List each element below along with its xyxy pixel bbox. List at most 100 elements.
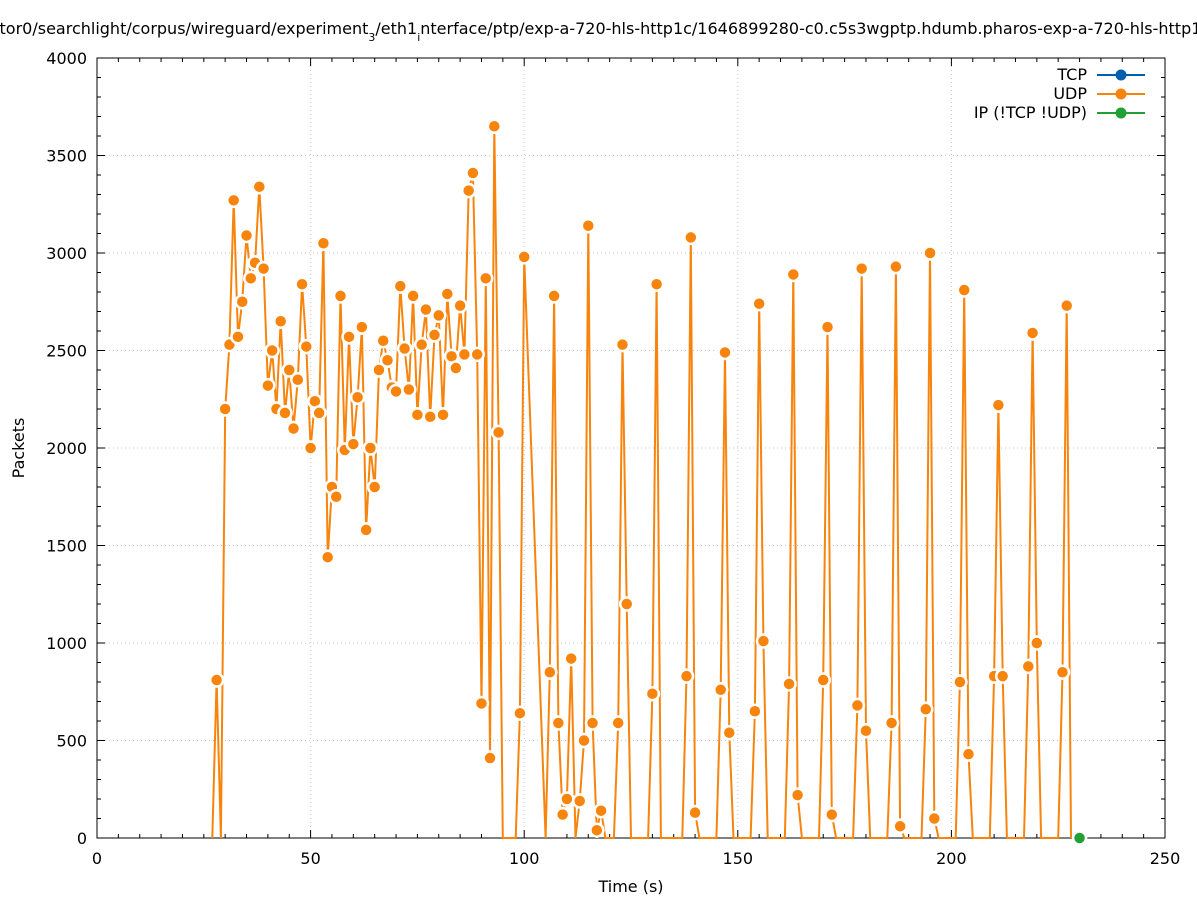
data-point: [277, 405, 293, 421]
y-tick-label: 2000: [46, 439, 87, 458]
data-point: [281, 362, 297, 378]
data-point: [819, 319, 836, 335]
data-point: [678, 668, 695, 684]
data-point: [482, 750, 498, 766]
data-point: [448, 360, 464, 376]
data-point: [392, 278, 409, 294]
data-point: [302, 440, 319, 456]
data-point: [225, 192, 242, 209]
data-point: [614, 336, 631, 353]
data-point: [315, 235, 332, 251]
data-point: [554, 806, 571, 823]
x-tick-label: 250: [1150, 849, 1181, 868]
x-tick-label: 200: [936, 849, 967, 868]
data-point: [888, 258, 904, 275]
y-axis-title: Packets: [9, 418, 28, 479]
x-tick-label: 100: [509, 849, 540, 868]
data-point: [371, 362, 387, 378]
data-point: [717, 344, 733, 361]
data-point: [401, 381, 417, 398]
data-point: [486, 118, 503, 134]
data-point: [388, 383, 404, 400]
legend-label: UDP: [1053, 84, 1087, 103]
data-point: [255, 260, 272, 277]
data-point: [290, 372, 306, 388]
data-point: [815, 672, 831, 688]
data-point: [473, 695, 490, 712]
y-tick-label: 3000: [46, 244, 87, 263]
data-point: [332, 288, 349, 304]
data-point: [379, 352, 396, 368]
data-point: [272, 313, 289, 329]
legend-swatch-marker: [1115, 69, 1127, 81]
data-point: [952, 674, 968, 690]
data-point: [238, 227, 255, 244]
data-point: [354, 319, 370, 335]
data-point: [712, 682, 729, 698]
data-point: [576, 732, 592, 749]
data-point: [426, 327, 443, 343]
data-point: [311, 405, 327, 421]
data-point: [217, 401, 233, 417]
data-point: [687, 804, 703, 821]
data-point: [208, 672, 225, 688]
data-point: [234, 294, 250, 310]
data-point: [418, 301, 434, 318]
data-point: [298, 338, 315, 355]
y-tick-label: 3500: [46, 147, 87, 166]
data-point: [431, 307, 447, 324]
data-point: [721, 724, 738, 741]
data-point: [405, 288, 421, 304]
y-tick-label: 4000: [46, 49, 87, 68]
data-point: [542, 664, 558, 680]
data-point: [409, 407, 426, 423]
data-point: [319, 549, 336, 565]
data-point: [1058, 297, 1075, 314]
y-tick-label: 2500: [46, 342, 87, 361]
data-point: [1054, 664, 1071, 680]
data-point: [571, 793, 588, 809]
data-point: [362, 440, 379, 456]
data-point: [460, 182, 477, 199]
data-point: [345, 436, 362, 452]
data-point: [358, 522, 374, 538]
data-point: [994, 668, 1011, 684]
data-point: [469, 346, 485, 363]
data-point: [375, 333, 391, 349]
data-point: [422, 409, 438, 425]
data-point: [559, 791, 575, 807]
data-point: [285, 420, 302, 437]
data-point: [781, 676, 797, 692]
data-point: [922, 245, 938, 261]
y-tick-label: 1000: [46, 634, 87, 653]
data-point: [512, 705, 528, 721]
data-point: [490, 424, 507, 441]
x-tick-label: 50: [300, 849, 320, 868]
data-point: [478, 270, 494, 287]
data-point: [926, 810, 943, 827]
data-point: [789, 787, 806, 803]
data-point: [328, 489, 344, 505]
legend-label: IP (!TCP !UDP): [974, 103, 1087, 122]
data-point: [751, 295, 767, 312]
data-point: [550, 715, 567, 731]
data-point: [858, 723, 874, 739]
data-point: [251, 178, 268, 195]
data-point: [883, 715, 900, 731]
legend-swatch-marker: [1115, 88, 1127, 100]
data-point: [456, 346, 473, 363]
data-point: [465, 165, 481, 181]
data-point: [580, 217, 597, 234]
legend-label: TCP: [1056, 65, 1087, 84]
data-point: [349, 389, 366, 406]
data-point: [589, 822, 605, 838]
data-point: [294, 276, 310, 292]
data-point: [439, 286, 456, 302]
data-point: [593, 802, 609, 819]
data-point: [755, 633, 772, 649]
data-point: [341, 329, 357, 345]
data-point: [1020, 658, 1037, 675]
data-point: [243, 270, 259, 287]
data-point: [413, 336, 430, 353]
